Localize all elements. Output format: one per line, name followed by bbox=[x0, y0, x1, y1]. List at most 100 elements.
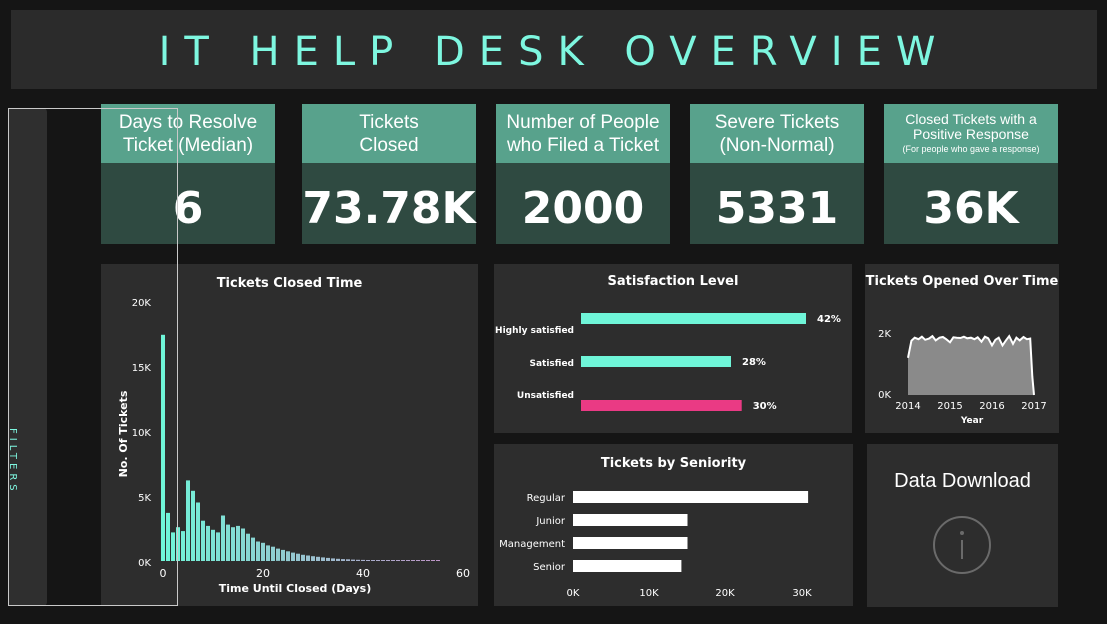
histogram-bar bbox=[391, 560, 395, 561]
histogram-bar bbox=[351, 559, 355, 561]
x-tick-label: 10K bbox=[639, 588, 659, 599]
y-tick-label: 0K bbox=[138, 558, 151, 569]
histogram-bar bbox=[196, 502, 200, 561]
histogram-bar bbox=[371, 560, 375, 561]
y-axis-label: No. Of Tickets bbox=[117, 390, 130, 477]
kpi-header: Days to Resolve Ticket (Median) bbox=[101, 104, 275, 163]
histogram-bar bbox=[161, 334, 165, 561]
histogram-bar bbox=[191, 490, 195, 561]
x-axis-label: Year bbox=[960, 416, 984, 426]
filters-pane[interactable]: FILTERS bbox=[7, 108, 47, 606]
satisfaction-bar bbox=[581, 313, 806, 324]
kpi-title-line1: Tickets bbox=[359, 111, 419, 133]
kpi-value: 2000 bbox=[521, 183, 645, 234]
histogram-bar bbox=[346, 559, 350, 561]
data-download-panel[interactable]: Data Download bbox=[867, 444, 1058, 607]
histogram-bar bbox=[301, 554, 305, 561]
kpi-severe-tickets: Severe Tickets (Non-Normal) 5331 bbox=[690, 104, 864, 244]
histogram-bar bbox=[251, 537, 255, 561]
category-label: Unsatisfied bbox=[517, 391, 574, 401]
area-svg: 2K 0K 2014 2015 2016 2017 Year bbox=[878, 329, 1047, 426]
seniority-bar bbox=[573, 491, 809, 503]
histogram-bar bbox=[241, 528, 245, 561]
histogram-bar bbox=[436, 560, 440, 561]
category-label: Satisfied bbox=[529, 359, 574, 369]
data-download-title: Data Download bbox=[894, 470, 1031, 492]
histogram-bar bbox=[376, 560, 380, 561]
histogram-bar bbox=[416, 560, 420, 561]
kpi-title-line1: Number of People bbox=[506, 111, 660, 133]
kpi-value: 6 bbox=[172, 183, 204, 234]
histogram-bar bbox=[406, 560, 410, 561]
category-label: Management bbox=[499, 539, 565, 550]
kpi-title-line1: Severe Tickets bbox=[714, 111, 840, 133]
histogram-bar bbox=[366, 560, 370, 561]
area-line bbox=[907, 334, 1035, 396]
satisfaction-bar bbox=[581, 356, 731, 367]
x-tick-label: 0 bbox=[160, 567, 167, 580]
kpi-header: Severe Tickets (Non-Normal) bbox=[690, 104, 864, 163]
kpi-value: 73.78K bbox=[302, 183, 476, 234]
chart-title: Tickets Closed Time bbox=[216, 276, 363, 291]
histogram-bar bbox=[361, 559, 365, 561]
y-tick-label: 15K bbox=[132, 363, 152, 374]
histogram-bar bbox=[231, 527, 235, 561]
x-tick-label: 40 bbox=[356, 567, 370, 580]
data-label: 42% bbox=[817, 314, 841, 325]
kpi-title-line2: who Filed a Ticket bbox=[506, 134, 660, 156]
histogram-bar bbox=[266, 545, 270, 561]
histogram-bar bbox=[256, 541, 260, 561]
y-tick-label: 5K bbox=[138, 493, 151, 504]
histogram-bar bbox=[381, 560, 385, 561]
histogram-bar bbox=[201, 520, 205, 561]
satisfaction-bars: 42% 28% 30% bbox=[581, 313, 841, 412]
chart-satisfaction-level: Satisfaction Level Highly satisfied Sati… bbox=[494, 264, 852, 433]
x-tick-label: 2016 bbox=[979, 401, 1004, 412]
histogram-bar bbox=[296, 553, 300, 561]
kpi-title-line2: Closed bbox=[359, 134, 419, 156]
category-label: Highly satisfied bbox=[495, 326, 574, 336]
histogram-bar bbox=[316, 556, 320, 561]
x-tick-label: 20 bbox=[256, 567, 270, 580]
x-tick-label: 30K bbox=[792, 588, 812, 599]
histogram-bar bbox=[216, 532, 220, 561]
chart-title: Tickets by Seniority bbox=[600, 456, 747, 471]
kpi-header: Closed Tickets with a Positive Response … bbox=[884, 104, 1058, 163]
histogram-bar bbox=[426, 560, 430, 561]
histogram-bar bbox=[411, 560, 415, 561]
info-icon[interactable] bbox=[931, 514, 993, 576]
histogram-bar bbox=[421, 560, 425, 561]
header-bar: IT HELP DESK OVERVIEW bbox=[11, 10, 1097, 89]
histogram-bar bbox=[226, 524, 230, 561]
kpi-header: Number of People who Filed a Ticket bbox=[496, 104, 670, 163]
area-fill bbox=[908, 336, 1034, 395]
kpi-title-line2: (Non-Normal) bbox=[719, 134, 835, 156]
histogram-bars bbox=[161, 334, 440, 562]
area-series bbox=[907, 334, 1035, 396]
kpi-header: Tickets Closed bbox=[302, 104, 476, 163]
seniority-bar bbox=[573, 537, 688, 549]
histogram-bar bbox=[386, 560, 390, 561]
histogram-bar bbox=[261, 542, 265, 561]
chart-title: Tickets Opened Over Time bbox=[865, 274, 1059, 289]
histogram-bar bbox=[171, 532, 175, 561]
histogram-bar bbox=[206, 525, 210, 561]
chart-tickets-by-seniority: Tickets by Seniority Regular Junior Mana… bbox=[494, 444, 853, 606]
data-label: 30% bbox=[753, 401, 777, 412]
histogram-bar bbox=[281, 549, 285, 561]
y-tick-label: 20K bbox=[132, 298, 152, 309]
kpi-title-line1: Days to Resolve bbox=[118, 111, 258, 133]
satisfaction-bar bbox=[581, 400, 742, 411]
histogram-bar bbox=[236, 525, 240, 561]
x-axis-label: Time Until Closed (Days) bbox=[219, 582, 372, 595]
kpi-note: (For people who gave a response) bbox=[902, 143, 1040, 154]
x-tick-label: 20K bbox=[715, 588, 735, 599]
histogram-bar bbox=[271, 546, 275, 561]
histogram-bar bbox=[396, 560, 400, 561]
y-tick-label: 10K bbox=[132, 428, 152, 439]
y-tick-label: 2K bbox=[878, 329, 891, 340]
x-tick-label: 60 bbox=[456, 567, 470, 580]
x-tick-label: 2014 bbox=[895, 401, 920, 412]
x-tick-label: 2015 bbox=[937, 401, 962, 412]
satisfaction-svg: Highly satisfied Satisfied Unsatisfied 4… bbox=[495, 313, 841, 412]
